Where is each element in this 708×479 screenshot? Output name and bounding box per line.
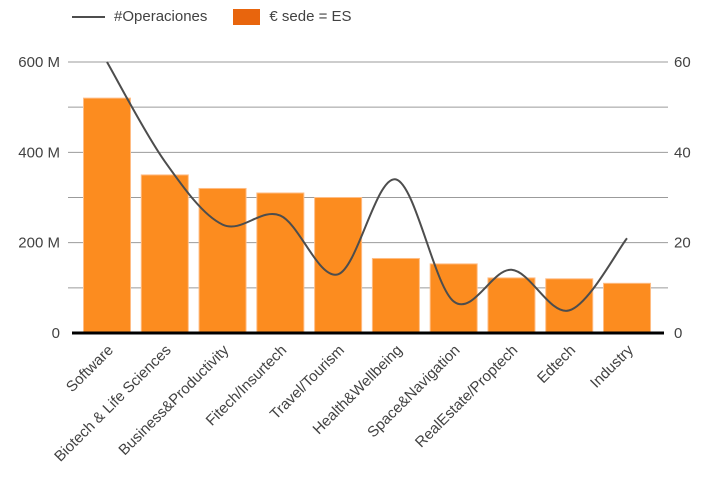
left-axis-tick-label-200-m: 200 M bbox=[18, 235, 60, 252]
bar-industry[interactable] bbox=[603, 282, 652, 334]
right-axis-tick-label-40: 40 bbox=[674, 144, 691, 161]
left-axis-tick-label-600-m: 600 M bbox=[18, 54, 60, 71]
bar-fitech-insurtech[interactable] bbox=[256, 192, 305, 334]
right-axis-tick-label-60: 60 bbox=[674, 54, 691, 71]
x-axis-label-edtech: Edtech bbox=[534, 342, 579, 387]
bar-health-wellbeing[interactable] bbox=[371, 257, 420, 334]
right-axis-tick-label-20: 20 bbox=[674, 235, 691, 252]
legend-item-sede-es[interactable]: € sede = ES bbox=[233, 8, 352, 25]
x-axis-label-software: Software bbox=[63, 342, 117, 396]
x-axis-label-business-productivity: Business&Productivity bbox=[115, 341, 232, 458]
bar-software[interactable] bbox=[83, 97, 131, 334]
x-axis-label-industry: Industry bbox=[587, 341, 637, 391]
x-axis-label-biotech-life-sciences: Biotech & Life Sciences bbox=[51, 342, 174, 465]
operaciones-line bbox=[106, 61, 628, 312]
x-axis-label-realestate-proptech: RealEstate/Proptech bbox=[412, 342, 521, 451]
bar-travel-tourism[interactable] bbox=[314, 197, 363, 334]
left-axis-tick-label-400-m: 400 M bbox=[18, 144, 60, 161]
legend-item-operaciones[interactable]: #Operaciones bbox=[72, 8, 207, 25]
bar-realestate-proptech[interactable] bbox=[487, 277, 536, 334]
bar-space-navigation[interactable] bbox=[429, 263, 478, 334]
right-axis-tick-label-0: 0 bbox=[674, 325, 682, 342]
left-axis-tick-label-0: 0 bbox=[52, 325, 60, 342]
bar-business-productivity[interactable] bbox=[198, 187, 247, 334]
legend-label-operaciones: #Operaciones bbox=[114, 8, 208, 25]
legend-label-sede-es: € sede = ES bbox=[269, 8, 352, 25]
legend: #Operaciones € sede = ES bbox=[72, 8, 352, 25]
bar-series-swatch-icon bbox=[233, 8, 261, 25]
bar-biotech-life-sciences[interactable] bbox=[140, 174, 189, 334]
line-series-swatch-icon bbox=[72, 15, 105, 18]
